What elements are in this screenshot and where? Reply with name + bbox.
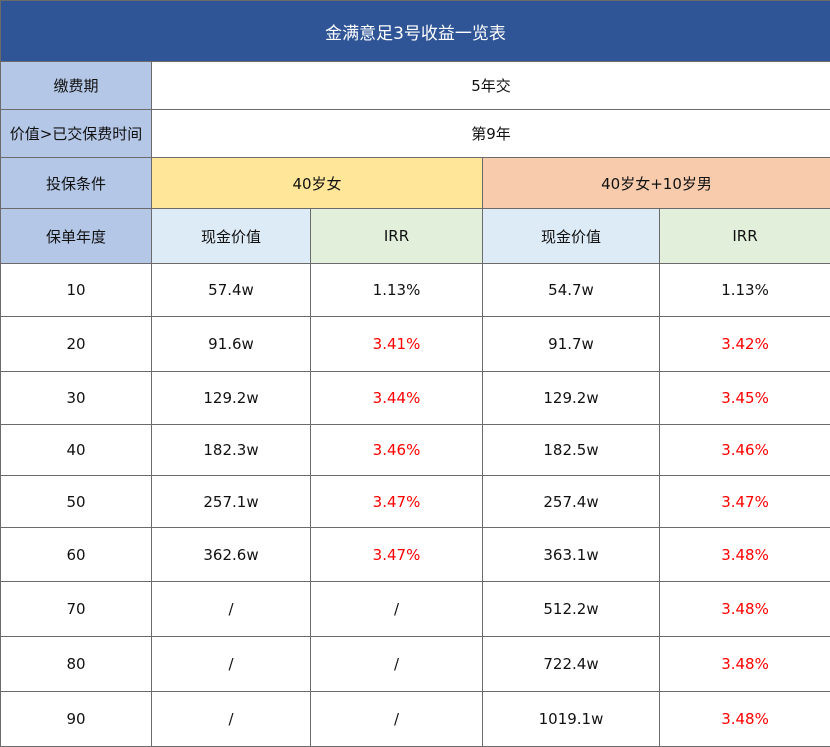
condition-label: 投保条件	[1, 158, 152, 209]
cash-value-a-cell: /	[152, 637, 311, 692]
cash-value-a-cell: 182.3w	[152, 425, 311, 476]
cash-value-b-cell: 363.1w	[483, 528, 660, 582]
cash-value-b-cell: 257.4w	[483, 476, 660, 528]
table-title: 金满意足3号收益一览表	[1, 1, 830, 62]
irr-b-cell: 3.48%	[660, 637, 830, 692]
cash-value-a-cell: 57.4w	[152, 264, 311, 317]
cash-value-a-cell: /	[152, 582, 311, 637]
cash-value-b-cell: 91.7w	[483, 317, 660, 372]
year-cell: 60	[1, 528, 152, 582]
breakeven-label: 价值>已交保费时间	[1, 110, 152, 158]
irr-a-cell: 3.47%	[311, 476, 483, 528]
year-cell: 70	[1, 582, 152, 637]
breakeven-value: 第9年	[152, 110, 830, 158]
cash-value-b-cell: 182.5w	[483, 425, 660, 476]
irr-b-cell: 3.46%	[660, 425, 830, 476]
cash-value-b-cell: 54.7w	[483, 264, 660, 317]
cash-value-b-cell: 512.2w	[483, 582, 660, 637]
irr-a-cell: 3.47%	[311, 528, 483, 582]
year-cell: 20	[1, 317, 152, 372]
irr-a-cell: 3.44%	[311, 372, 483, 425]
irr-b-cell: 3.48%	[660, 692, 830, 747]
group-a-header: 40岁女	[152, 158, 483, 209]
year-cell: 40	[1, 425, 152, 476]
year-cell: 80	[1, 637, 152, 692]
cash-value-a-cell: 257.1w	[152, 476, 311, 528]
irr-b-cell: 3.48%	[660, 582, 830, 637]
year-column-header: 保单年度	[1, 209, 152, 264]
payment-period-label: 缴费期	[1, 62, 152, 110]
cash-value-a-cell: 129.2w	[152, 372, 311, 425]
irr-b-cell: 1.13%	[660, 264, 830, 317]
irr-a-cell: 3.46%	[311, 425, 483, 476]
cash-value-b-cell: 129.2w	[483, 372, 660, 425]
irr-b-cell: 3.48%	[660, 528, 830, 582]
cash-value-header-a: 现金价值	[152, 209, 311, 264]
year-cell: 90	[1, 692, 152, 747]
irr-a-cell: 1.13%	[311, 264, 483, 317]
group-b-header: 40岁女+10岁男	[483, 158, 830, 209]
irr-a-cell: /	[311, 582, 483, 637]
irr-a-cell: /	[311, 637, 483, 692]
irr-a-cell: /	[311, 692, 483, 747]
cash-value-a-cell: 362.6w	[152, 528, 311, 582]
year-cell: 30	[1, 372, 152, 425]
irr-b-cell: 3.42%	[660, 317, 830, 372]
irr-header-a: IRR	[311, 209, 483, 264]
cash-value-a-cell: /	[152, 692, 311, 747]
year-cell: 50	[1, 476, 152, 528]
cash-value-b-cell: 722.4w	[483, 637, 660, 692]
cash-value-header-b: 现金价值	[483, 209, 660, 264]
year-cell: 10	[1, 264, 152, 317]
irr-a-cell: 3.41%	[311, 317, 483, 372]
irr-b-cell: 3.47%	[660, 476, 830, 528]
irr-header-b: IRR	[660, 209, 830, 264]
cash-value-b-cell: 1019.1w	[483, 692, 660, 747]
payment-period-value: 5年交	[152, 62, 830, 110]
irr-b-cell: 3.45%	[660, 372, 830, 425]
cash-value-a-cell: 91.6w	[152, 317, 311, 372]
